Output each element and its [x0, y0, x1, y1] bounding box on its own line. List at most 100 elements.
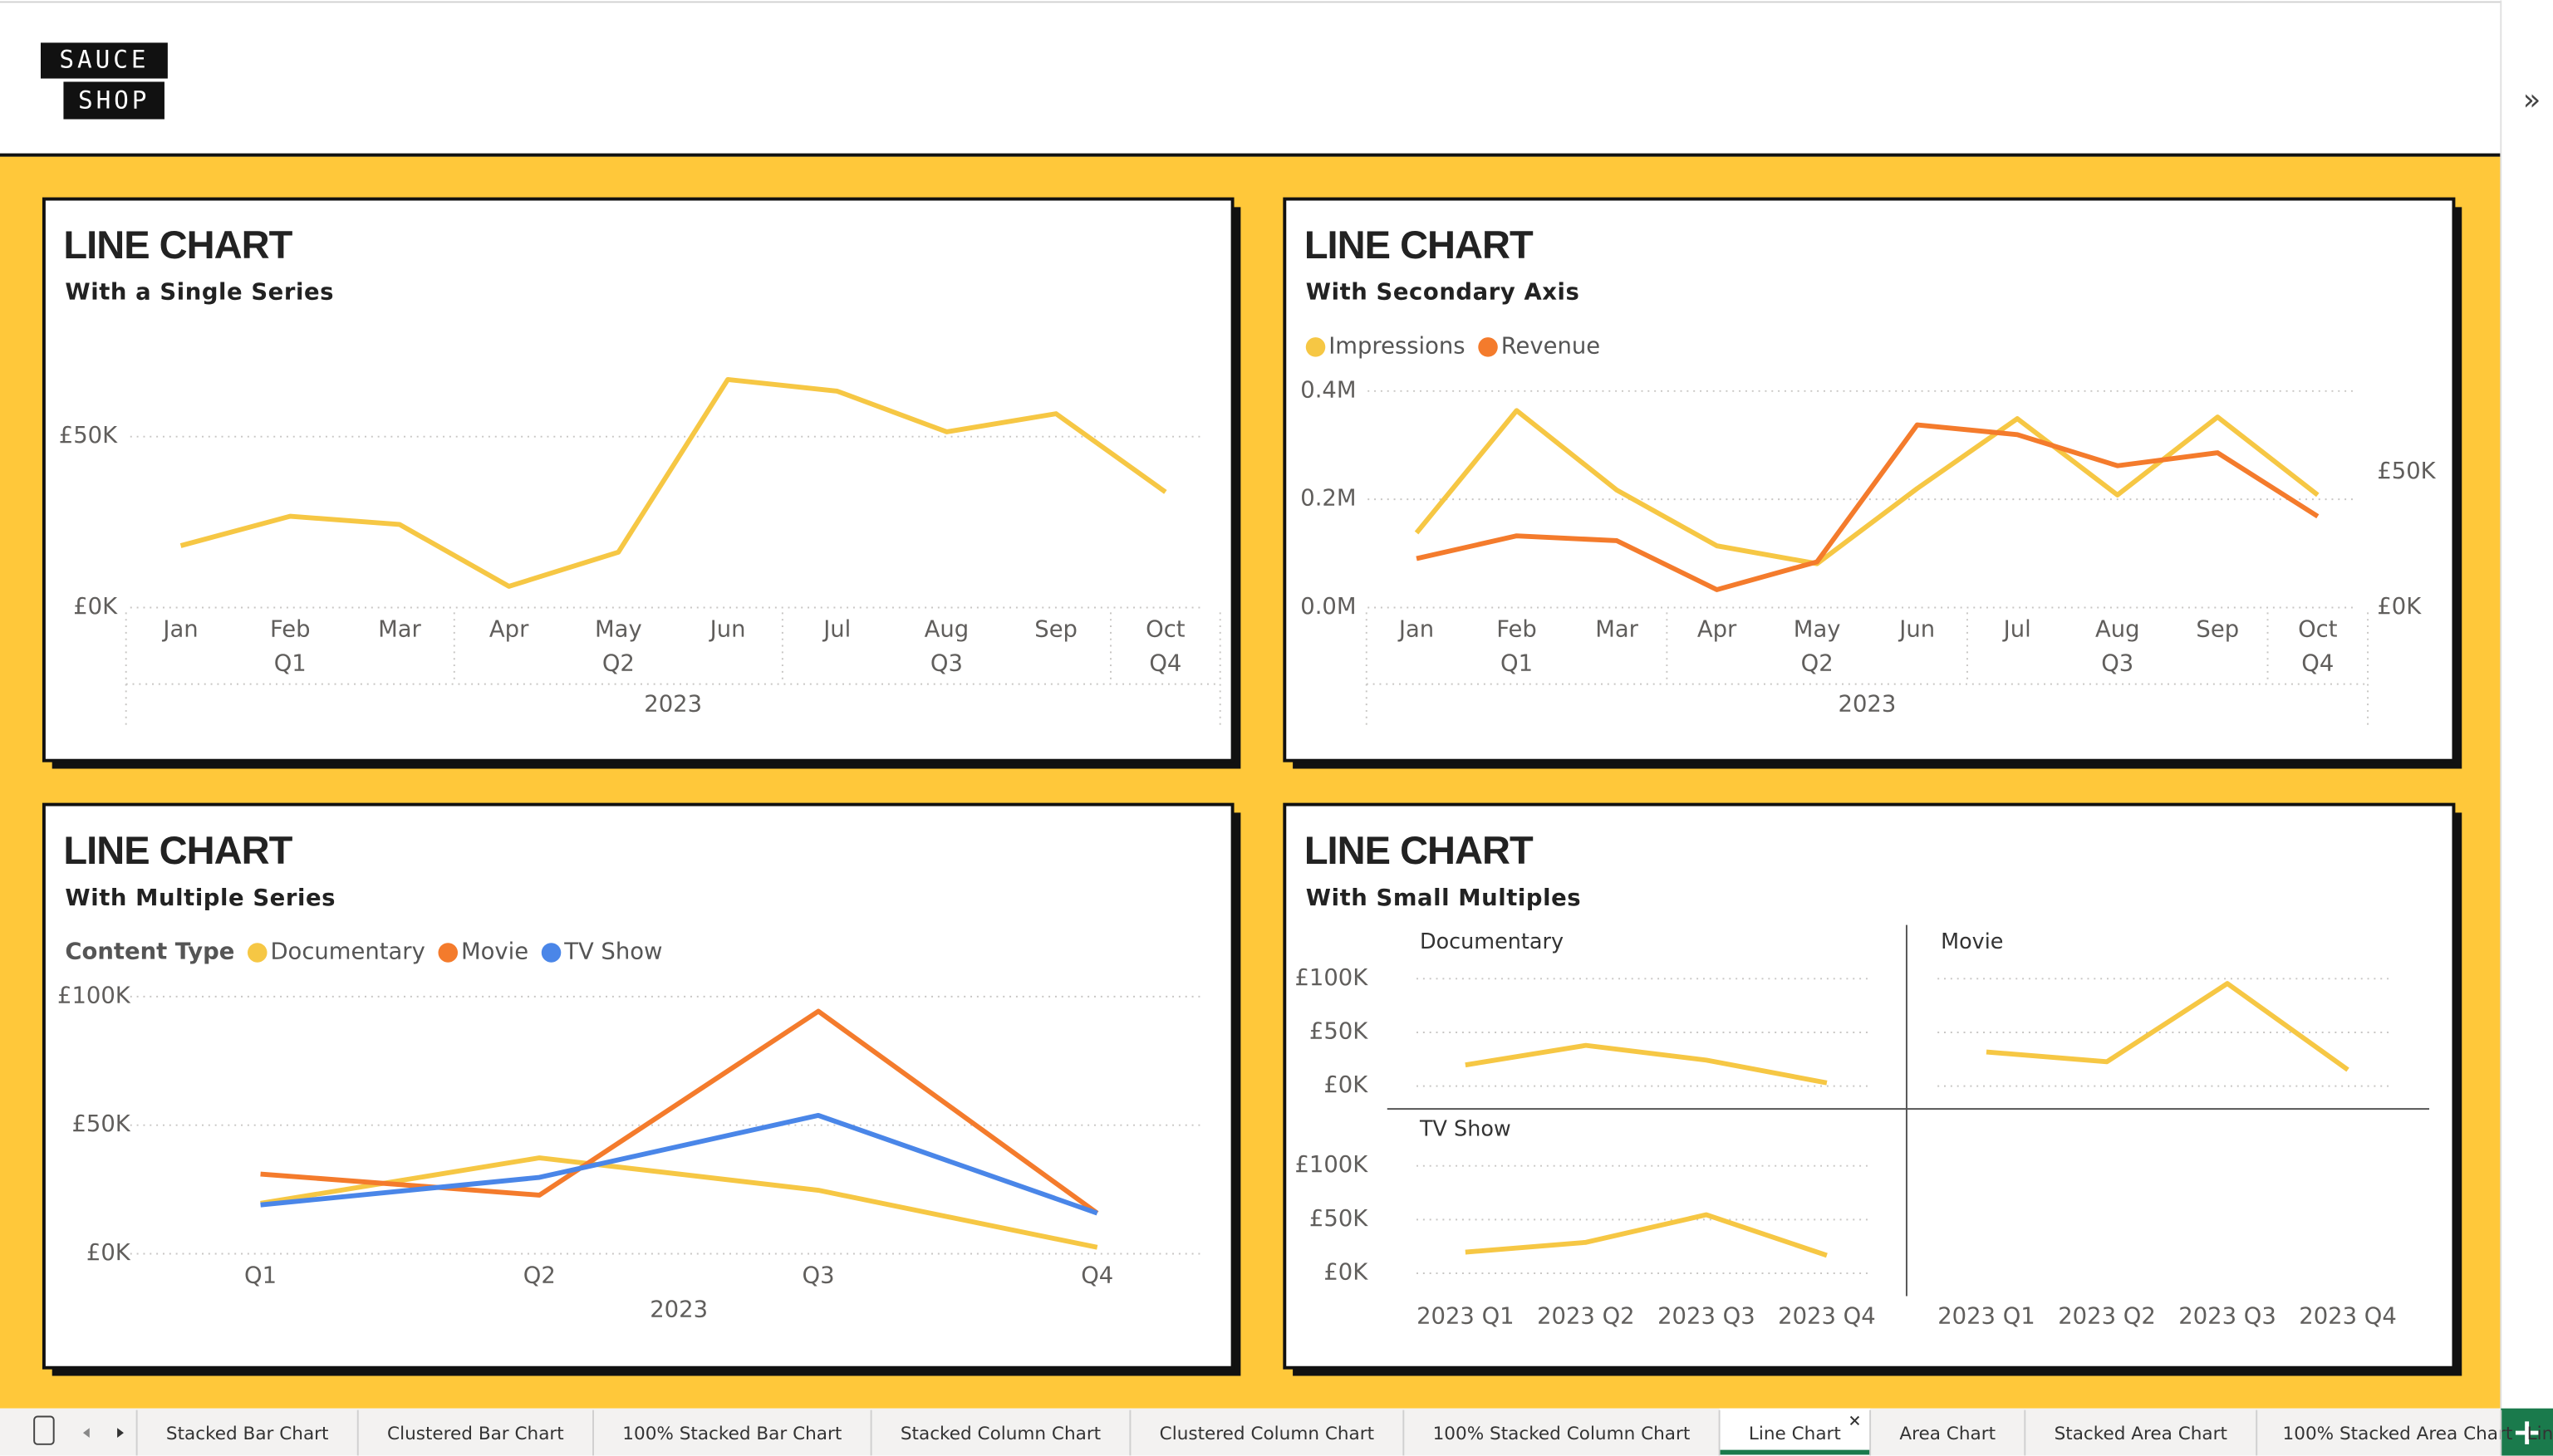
y-tick-label: 0.0M	[1300, 594, 1356, 620]
close-tab[interactable]	[1849, 1415, 1860, 1425]
page-tab[interactable]: Line Chart	[1749, 1424, 1841, 1444]
y-tick-label: £100K	[1294, 965, 1368, 991]
quarter-label: Q3	[2101, 651, 2133, 677]
x-tick-label: Feb	[1496, 616, 1537, 642]
card	[1283, 802, 2456, 1370]
tab-prev[interactable]	[82, 1428, 90, 1438]
y-tick-label: £0K	[86, 1240, 131, 1266]
page-tab[interactable]: Line & Stacked Column Ch	[2527, 1424, 2553, 1444]
x-tick-label: Q1	[244, 1262, 277, 1288]
panel-title: Movie	[1941, 929, 2003, 954]
x-tick-label: Aug	[925, 616, 970, 642]
page-tab[interactable]: Area Chart	[1899, 1424, 1996, 1444]
x-tick-label: Apr	[489, 616, 529, 642]
y2-tick-label: £0K	[2377, 594, 2422, 620]
logo-block	[63, 81, 164, 120]
page-tab[interactable]: 100% Stacked Area Chart	[2283, 1424, 2513, 1444]
x-tick-label: 2023 Q4	[2299, 1303, 2397, 1329]
x-tick-label: Mar	[1595, 616, 1638, 642]
panel-title: TV Show	[1419, 1117, 1511, 1142]
line-series	[1414, 408, 2320, 566]
line-series	[1465, 1042, 1828, 1086]
chart-title: LINE CHART	[1304, 223, 1534, 267]
page-tab[interactable]: Stacked Column Chart	[901, 1424, 1101, 1444]
quarter-label: Q2	[602, 651, 635, 677]
line-series	[1986, 981, 2349, 1072]
page-tab[interactable]: Clustered Column Chart	[1160, 1424, 1374, 1444]
panel-title: Documentary	[1420, 929, 1564, 954]
x-tick-label: 2023 Q1	[1937, 1303, 2035, 1329]
card	[42, 197, 1235, 762]
chart-subtitle: With Multiple Series	[65, 885, 336, 911]
x-tick-label: 2023 Q3	[2178, 1303, 2276, 1329]
x-tick-label: Oct	[2298, 616, 2338, 642]
x-tick-label: 2023 Q3	[1657, 1303, 1755, 1329]
add-icon	[2515, 1421, 2539, 1444]
page-tab[interactable]: Clustered Bar Chart	[387, 1424, 564, 1444]
page-tab[interactable]: Stacked Bar Chart	[166, 1424, 329, 1444]
y-tick-label: 0.4M	[1300, 377, 1356, 403]
x-tick-label: Q3	[802, 1262, 834, 1288]
legend-label[interactable]: Impressions	[1328, 333, 1465, 359]
chart-subtitle: With Small Multiples	[1306, 885, 1581, 911]
x-tick-label: Aug	[2095, 616, 2140, 642]
legend-marker	[438, 943, 459, 963]
x-tick-label: Jan	[161, 616, 198, 642]
x-tick-label: Q2	[523, 1262, 556, 1288]
line-series	[1465, 1212, 1828, 1258]
y-tick-label: £50K	[1309, 1018, 1368, 1044]
x-tick-label: May	[1794, 616, 1841, 642]
x-tick-label: Sep	[2196, 616, 2239, 642]
y-tick-label: £50K	[59, 423, 118, 449]
line-series	[260, 1155, 1098, 1250]
quarter-label: Q1	[1500, 651, 1533, 677]
legend-label[interactable]: Movie	[461, 939, 528, 964]
page-tab[interactable]: 100% Stacked Column Chart	[1433, 1424, 1691, 1444]
x-tick-label: 2023 Q2	[1537, 1303, 1635, 1329]
x-tick-label: Jun	[709, 616, 746, 642]
chart-title: LINE CHART	[63, 223, 292, 267]
legend-marker	[248, 943, 268, 963]
chart-title: LINE CHART	[63, 828, 292, 872]
x-tick-label: 2023 Q4	[1778, 1303, 1876, 1329]
logo-text: SAUCE	[59, 45, 149, 73]
line-series	[1416, 422, 2320, 592]
chart-subtitle: With Secondary Axis	[1306, 280, 1580, 306]
y-tick-label: £100K	[1294, 1152, 1368, 1178]
chart-subtitle: With a Single Series	[65, 280, 334, 306]
page-tab[interactable]: 100% Stacked Bar Chart	[622, 1424, 842, 1444]
chart-title: LINE CHART	[1304, 828, 1534, 872]
legend-marker	[1478, 337, 1498, 357]
tabs: Stacked Bar Chart Clustered Bar Chart 100%…	[135, 1408, 2553, 1456]
mobile-view[interactable]	[33, 1415, 55, 1445]
quarter-label: Q2	[1801, 651, 1834, 677]
tab-next[interactable]	[117, 1428, 124, 1438]
x-tick-label: Sep	[1034, 616, 1078, 642]
x-tick-label: 2023 Q1	[1416, 1303, 1515, 1329]
legend-marker	[541, 943, 562, 963]
tab-bar	[0, 1408, 2553, 1456]
x-tick-label: Jul	[2002, 616, 2031, 642]
legend-label[interactable]: TV Show	[563, 939, 662, 964]
x-tick-label: Jan	[1397, 616, 1434, 642]
page-tab[interactable]: Stacked Area Chart	[2055, 1424, 2227, 1444]
x-tick-label: 2023 Q2	[2058, 1303, 2156, 1329]
x-axis-title: 2023	[1839, 692, 1897, 718]
legend-label[interactable]: Revenue	[1501, 333, 1600, 359]
x-axis-title: 2023	[650, 1297, 708, 1323]
x-tick-label: Oct	[1146, 616, 1186, 642]
legend-marker	[1305, 337, 1326, 357]
x-tick-label: Feb	[270, 616, 311, 642]
y-tick-label: £50K	[1309, 1206, 1368, 1232]
quarter-label: Q4	[1149, 651, 1181, 677]
x-tick-label: Apr	[1697, 616, 1737, 642]
line-series	[260, 1112, 1098, 1216]
y-tick-label: £0K	[73, 594, 118, 620]
expand-pane[interactable]: »	[2523, 83, 2541, 117]
active-tab	[1719, 1408, 1871, 1456]
y-tick-label: £0K	[1323, 1072, 1368, 1098]
x-tick-label: Jul	[822, 616, 851, 642]
legend-label[interactable]: Documentary	[270, 939, 425, 964]
